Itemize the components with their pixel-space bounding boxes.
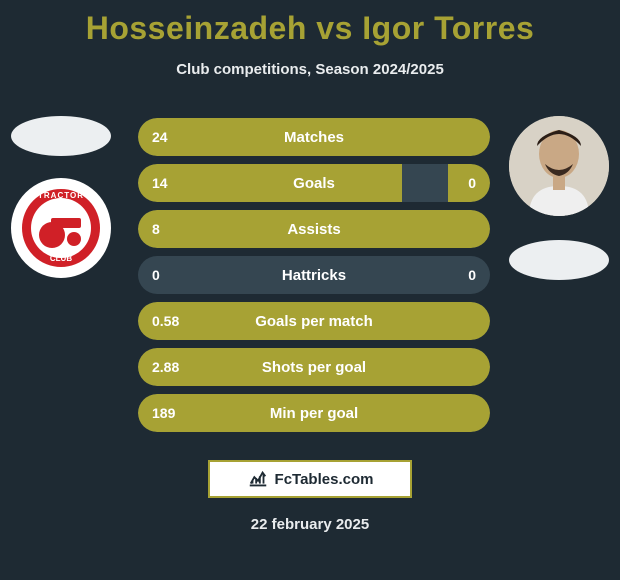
bar-fill-right bbox=[448, 164, 490, 202]
bar-fill-left bbox=[138, 302, 490, 340]
bar-fill-left bbox=[138, 164, 402, 202]
footer-badge[interactable]: FcTables.com bbox=[208, 460, 412, 498]
footer-label: FcTables.com bbox=[275, 471, 374, 488]
bar-fill-left bbox=[138, 348, 490, 386]
comparison-card: Hosseinzadeh vs Igor Torres Club competi… bbox=[0, 0, 620, 580]
page-title: Hosseinzadeh vs Igor Torres bbox=[0, 0, 620, 47]
club-badge-text-bottom: CLUB bbox=[22, 254, 100, 263]
stat-row: Hattricks0 0 bbox=[138, 256, 490, 294]
stat-row: Goals per match0.58 bbox=[138, 302, 490, 340]
left-club-badge: TRACTOR CLUB bbox=[11, 178, 111, 278]
stat-row: Matches24 bbox=[138, 118, 490, 156]
bar-fill-left bbox=[138, 210, 490, 248]
chart-icon bbox=[247, 468, 269, 490]
bar-fill-left bbox=[138, 394, 490, 432]
stat-label: Hattricks bbox=[138, 267, 490, 284]
stat-value-right: 0 bbox=[468, 267, 476, 283]
date-label: 22 february 2025 bbox=[0, 516, 620, 533]
stat-row: Min per goal189 bbox=[138, 394, 490, 432]
right-side-column bbox=[504, 116, 614, 280]
tractor-inner-icon bbox=[31, 198, 91, 258]
bar-fill-left bbox=[138, 118, 490, 156]
footer-area: FcTables.com 22 february 2025 bbox=[0, 442, 620, 533]
player-silhouette-icon bbox=[509, 116, 609, 216]
left-flag-icon bbox=[11, 116, 111, 156]
stat-row: Assists8 bbox=[138, 210, 490, 248]
stat-bars: Matches24 Goals140 Assists8 Hattricks0 0 Goal… bbox=[138, 118, 490, 432]
tractor-badge-icon: TRACTOR CLUB bbox=[19, 186, 103, 270]
left-side-column: TRACTOR CLUB bbox=[6, 116, 116, 278]
right-player-photo bbox=[509, 116, 609, 216]
stat-row: Goals140 bbox=[138, 164, 490, 202]
subtitle: Club competitions, Season 2024/2025 bbox=[0, 61, 620, 78]
stat-value-left: 0 bbox=[152, 267, 160, 283]
stat-row: Shots per goal2.88 bbox=[138, 348, 490, 386]
right-flag-icon bbox=[509, 240, 609, 280]
